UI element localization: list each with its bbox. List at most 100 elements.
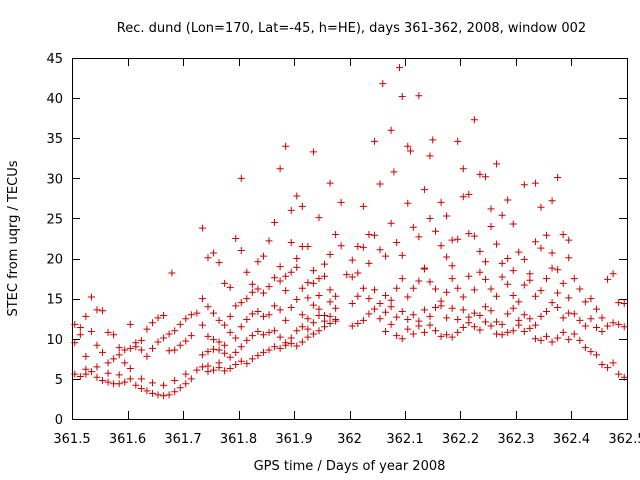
data-point: [93, 373, 101, 381]
data-point: [598, 328, 606, 336]
data-point: [165, 347, 173, 355]
data-point: [348, 256, 356, 264]
data-point: [404, 325, 412, 333]
data-point: [99, 307, 107, 315]
data-point: [504, 280, 512, 288]
data-point: [426, 312, 434, 320]
data-point: [99, 376, 107, 384]
data-point: [259, 312, 267, 320]
data-point: [82, 352, 90, 360]
data-point: [420, 306, 428, 314]
data-point: [493, 330, 501, 338]
chart-title: Rec. dund (Lon=170, Lat=-45, h=HE), days…: [117, 21, 586, 36]
data-point: [509, 267, 517, 275]
data-point: [115, 371, 123, 379]
data-point: [215, 364, 223, 372]
data-point: [365, 295, 373, 303]
data-point: [282, 287, 290, 295]
data-point: [215, 338, 223, 346]
axis-ticks: [72, 58, 628, 420]
data-point: [282, 341, 290, 349]
data-point: [198, 351, 206, 359]
data-point: [537, 336, 545, 344]
data-point: [504, 328, 512, 336]
data-point: [609, 270, 617, 278]
data-point: [576, 316, 584, 324]
data-point: [448, 304, 456, 312]
data-point: [459, 324, 467, 332]
data-point: [137, 336, 145, 344]
data-point: [426, 214, 434, 222]
data-point: [193, 309, 201, 317]
data-point: [592, 305, 600, 313]
data-point: [237, 357, 245, 365]
data-point: [276, 344, 284, 352]
data-point: [232, 348, 240, 356]
data-point: [420, 186, 428, 194]
data-point: [243, 295, 251, 303]
data-point: [476, 170, 484, 178]
data-point: [409, 223, 417, 231]
data-point: [198, 363, 206, 371]
data-point: [370, 231, 378, 239]
data-point: [520, 311, 528, 319]
data-point: [559, 328, 567, 336]
data-point: [160, 334, 168, 342]
data-points: [71, 64, 628, 400]
data-point: [198, 321, 206, 329]
data-point: [481, 275, 489, 283]
data-point: [382, 308, 390, 316]
data-point: [154, 338, 162, 346]
data-point: [271, 218, 279, 226]
data-point: [137, 385, 145, 393]
data-point: [237, 299, 245, 307]
data-point: [198, 224, 206, 232]
data-point: [321, 260, 329, 268]
data-point: [348, 299, 356, 307]
data-point: [148, 319, 156, 327]
data-point: [326, 298, 334, 306]
data-point: [115, 351, 123, 359]
data-point: [121, 378, 129, 386]
data-point: [504, 255, 512, 263]
data-point: [476, 326, 484, 334]
data-point: [376, 315, 384, 323]
data-point: [393, 313, 401, 321]
data-point: [443, 331, 451, 339]
data-point: [487, 322, 495, 330]
data-point: [282, 316, 290, 324]
data-point: [448, 262, 456, 270]
data-point: [115, 380, 123, 388]
data-point: [504, 310, 512, 318]
data-point: [531, 321, 539, 329]
x-tick-label: 362.5: [608, 432, 640, 447]
data-point: [354, 269, 362, 277]
data-point: [254, 285, 262, 293]
data-point: [470, 286, 478, 294]
data-point: [509, 291, 517, 299]
data-point: [548, 264, 556, 272]
data-point: [210, 249, 218, 257]
data-point: [426, 152, 434, 160]
data-point: [554, 174, 562, 182]
data-point: [543, 231, 551, 239]
data-point: [615, 370, 623, 378]
data-point: [193, 366, 201, 374]
data-point: [137, 346, 145, 354]
data-point: [354, 243, 362, 251]
x-axis-tick-labels: 361.5 361.6 361.7 361.8 361.9 362 362.1 362.2 36…: [53, 432, 640, 447]
data-point: [548, 299, 556, 307]
data-point: [226, 364, 234, 372]
data-point: [592, 324, 600, 332]
data-point: [587, 295, 595, 303]
data-point: [143, 352, 151, 360]
data-point: [520, 255, 528, 263]
data-point: [554, 303, 562, 311]
data-point: [432, 285, 440, 293]
data-point: [248, 280, 256, 288]
data-point: [276, 277, 284, 285]
data-point: [76, 324, 84, 332]
data-point: [309, 267, 317, 275]
data-point: [76, 372, 84, 380]
data-point: [309, 301, 317, 309]
